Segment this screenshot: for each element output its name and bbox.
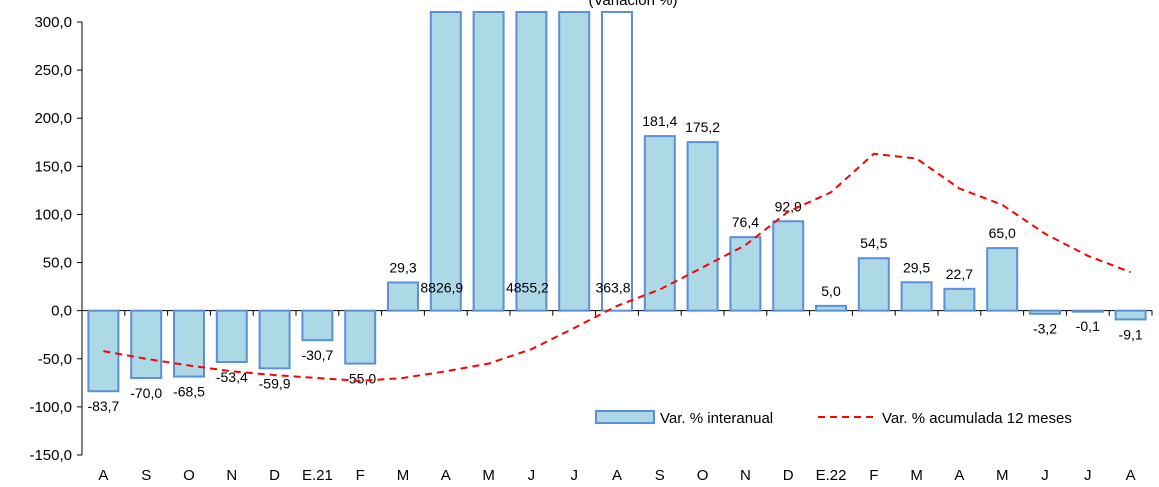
y-tick-label: 300,0 <box>34 14 72 31</box>
bar <box>87 309 120 393</box>
legend-bar-label: Var. % interanual <box>660 410 773 427</box>
bar-data-label: -68,5 <box>173 384 205 400</box>
x-tick-label: J <box>1084 467 1092 484</box>
bar-data-label: -55,0 <box>344 371 376 387</box>
bar-series <box>87 11 1147 393</box>
bar-data-label: 181,4 <box>642 113 677 129</box>
bar <box>515 11 548 312</box>
bar <box>729 236 762 312</box>
bar <box>601 11 633 312</box>
bar-data-label: -83,7 <box>87 398 119 414</box>
bar-data-label: -0,1 <box>1076 318 1100 334</box>
x-tick-label: E.21 <box>302 467 333 484</box>
x-tick-label: O <box>183 467 195 484</box>
y-axis: -150,0 -100,0 -50,0 0,0 50,0 100,0 150,0 200,0 2… <box>29 14 83 464</box>
bar-data-label: 76,4 <box>732 214 759 230</box>
x-tick-label: D <box>269 467 280 484</box>
legend: Var. % interanual Var. % acumulada 12 me… <box>595 410 1072 427</box>
bar-data-label: 175,2 <box>685 119 720 135</box>
bar <box>943 287 976 312</box>
x-tick-label: D <box>783 467 794 484</box>
x-tick-label: N <box>740 467 751 484</box>
bar-data-label: -9,1 <box>1119 326 1143 342</box>
bar <box>558 11 591 312</box>
bar <box>472 11 505 312</box>
bar-data-label: 54,5 <box>860 235 887 251</box>
y-tick-label: 50,0 <box>43 255 72 272</box>
x-tick-label: M <box>910 467 923 484</box>
cumulative-line <box>103 152 1131 382</box>
bar <box>258 309 291 370</box>
bar <box>387 281 419 312</box>
line-series <box>103 152 1131 382</box>
legend-bar-swatch <box>595 410 655 424</box>
y-tick-label: 200,0 <box>34 110 72 127</box>
bar <box>301 309 334 342</box>
bar-data-label: -30,7 <box>301 347 333 363</box>
y-tick-label: 150,0 <box>34 158 72 175</box>
bar-data-label: -70,0 <box>130 385 162 401</box>
bar-data-label: 29,5 <box>903 259 930 275</box>
bar <box>815 304 847 312</box>
legend-line-label: Var. % acumulada 12 meses <box>882 410 1072 427</box>
bar <box>1114 309 1147 321</box>
bar-data-labels: -83,7 -70,0 -68,5 -53,4 -59,9 -30,7 -55,0 29,38… <box>87 113 1142 414</box>
x-tick-label: A <box>612 467 622 484</box>
bar-data-label: 65,0 <box>989 225 1016 241</box>
bar <box>215 309 248 364</box>
x-tick-label: A <box>1126 467 1136 484</box>
bar <box>344 309 377 365</box>
x-tick-label: J <box>570 467 578 484</box>
y-tick-label: 0,0 <box>51 303 72 320</box>
y-tick-label: 100,0 <box>34 206 72 223</box>
bar-data-label: 8826,9 <box>420 280 463 296</box>
x-tick-label: F <box>869 467 878 484</box>
x-tick-label: S <box>655 467 665 484</box>
bar-data-label: 92,9 <box>775 198 802 214</box>
bar-data-label: -53,4 <box>216 369 248 385</box>
y-tick-label: 250,0 <box>34 62 72 79</box>
bar <box>900 281 933 312</box>
x-tick-label: E.22 <box>816 467 847 484</box>
x-tick-label: A <box>954 467 964 484</box>
bar-data-label: 363,8 <box>595 280 630 296</box>
x-tick-label: O <box>697 467 709 484</box>
x-tick-label: A <box>441 467 451 484</box>
bar-data-label: 4855,2 <box>506 280 549 296</box>
chart-title: (Variación %) <box>589 0 678 9</box>
x-tick-label: N <box>226 467 237 484</box>
y-tick-label: -150,0 <box>29 447 72 464</box>
bar <box>643 135 676 312</box>
x-tick-label: M <box>996 467 1009 484</box>
bar <box>986 247 1019 312</box>
bar-data-label: 29,3 <box>389 259 416 275</box>
bar-data-label: 5,0 <box>821 283 841 299</box>
bar <box>1071 309 1104 313</box>
x-tick-label: S <box>141 467 151 484</box>
bar <box>1029 309 1061 315</box>
bar <box>686 141 719 312</box>
bar-data-label: -59,9 <box>259 375 291 391</box>
x-tick-label: M <box>482 467 495 484</box>
x-tick-label: J <box>528 467 536 484</box>
x-tick-label: F <box>356 467 365 484</box>
bar <box>857 257 890 312</box>
bar <box>130 309 163 380</box>
y-tick-label: -50,0 <box>38 351 72 368</box>
y-tick-label: -100,0 <box>29 399 72 416</box>
x-tick-label: J <box>1041 467 1049 484</box>
bar <box>429 11 462 312</box>
x-tick-label: A <box>98 467 108 484</box>
bar-data-label: -3,2 <box>1033 321 1057 337</box>
bar <box>772 220 805 312</box>
x-tick-label: M <box>397 467 410 484</box>
bar-data-label: 22,7 <box>946 266 973 282</box>
